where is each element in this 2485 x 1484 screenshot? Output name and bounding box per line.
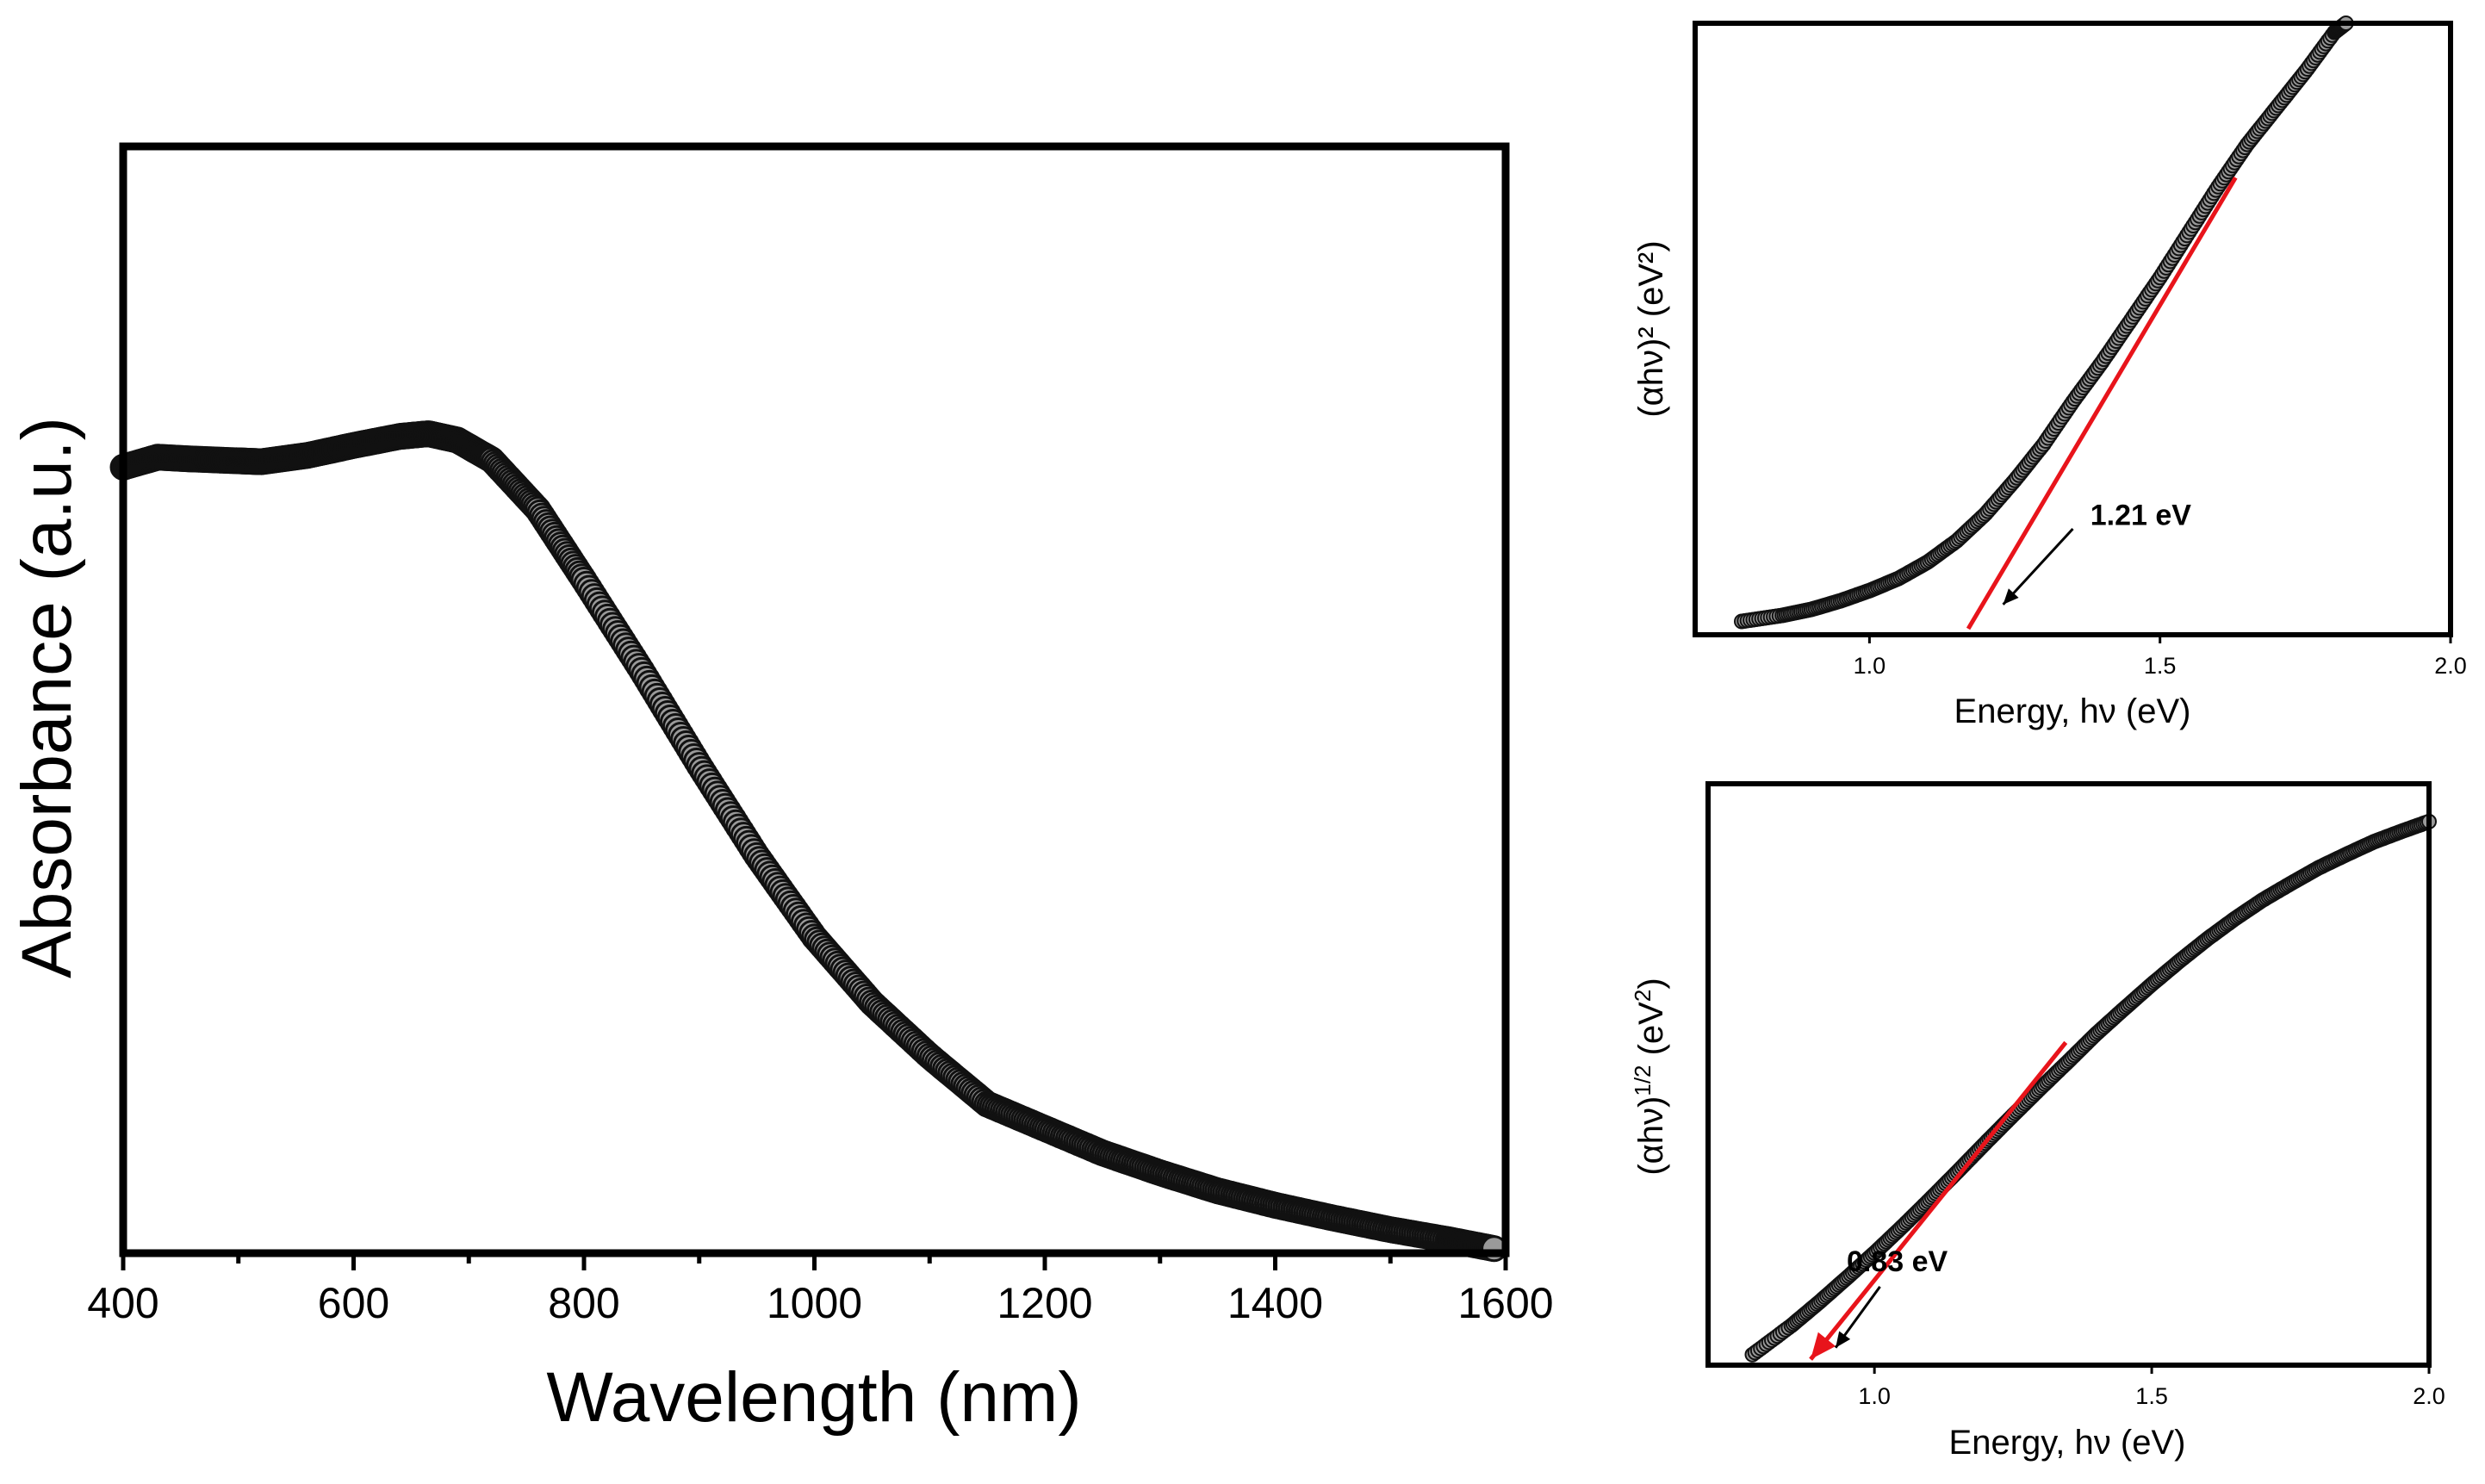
tauc-indirect-x-ticks: 1.0 1.5 2.0 xyxy=(1858,1365,2445,1409)
absorbance-x-tick-label: 1600 xyxy=(1457,1279,1553,1327)
tauc-indirect-plot-frame xyxy=(1705,781,2432,1368)
tauc-indirect-fit-arrowhead xyxy=(1811,1332,1836,1360)
tauc-direct-panel: 1.0 1.5 2.0 1.21 eV Energy, hν (eV) (αhν)²… xyxy=(1632,16,2467,730)
tauc-direct-x-tick-label: 2.0 xyxy=(2434,653,2467,679)
absorbance-x-tick-label: 400 xyxy=(87,1279,158,1327)
absorbance-x-axis-label: Wavelength (nm) xyxy=(546,1358,1081,1437)
tauc-indirect-x-tick-label: 1.5 xyxy=(2135,1383,2168,1409)
absorbance-series xyxy=(109,420,1508,1263)
tauc-direct-fit-line xyxy=(1966,176,2238,630)
tauc-direct-x-tick-label: 1.0 xyxy=(1854,653,1886,679)
tauc-direct-series xyxy=(1734,16,2354,630)
tauc-direct-y-axis-label: (αhν)² (eV²) xyxy=(1632,240,1670,417)
absorbance-x-tick-label: 600 xyxy=(318,1279,389,1327)
tauc-indirect-y-axis-label: (αhν)1/2 (eV2) xyxy=(1630,978,1670,1175)
tauc-indirect-arrowhead xyxy=(1836,1331,1851,1348)
absorbance-x-ticks: 400 600 800 1000 1200 1400 1600 xyxy=(87,1253,1554,1327)
absorbance-x-tick-label: 1400 xyxy=(1227,1279,1323,1327)
tauc-indirect-fit-line xyxy=(1809,1040,2068,1361)
tauc-direct-plot-frame xyxy=(1693,21,2453,637)
tauc-direct-x-axis-label: Energy, hν (eV) xyxy=(1954,692,2191,730)
tauc-direct-arrowhead xyxy=(2003,588,2019,605)
absorbance-y-axis-label: Absorbance (a.u.) xyxy=(8,417,86,978)
absorbance-x-tick-label: 1200 xyxy=(997,1279,1092,1327)
absorbance-panel: 400 600 800 1000 1200 1400 1600 Wavelength (nm… xyxy=(8,142,1554,1437)
absorbance-x-tick-label: 1000 xyxy=(767,1279,862,1327)
tauc-indirect-gap-label: 0.83 eV xyxy=(1847,1245,1948,1278)
tauc-indirect-series xyxy=(1744,813,2437,1363)
tauc-direct-x-ticks: 1.0 1.5 2.0 xyxy=(1854,635,2467,679)
tauc-indirect-panel: 1.0 1.5 2.0 0.83 eV Energy, hν (eV) (αhν)1… xyxy=(1630,781,2445,1462)
tauc-direct-gap-label: 1.21 eV xyxy=(2091,499,2192,531)
tauc-indirect-x-tick-label: 1.0 xyxy=(1858,1383,1891,1409)
tauc-direct-arrow xyxy=(2002,527,2074,605)
tauc-indirect-x-tick-label: 2.0 xyxy=(2413,1383,2445,1409)
absorbance-x-tick-label: 800 xyxy=(548,1279,619,1327)
absorbance-plot-frame xyxy=(119,142,1510,1257)
tauc-indirect-x-axis-label: Energy, hν (eV) xyxy=(1949,1424,2186,1462)
tauc-direct-x-tick-label: 1.5 xyxy=(2144,653,2177,679)
